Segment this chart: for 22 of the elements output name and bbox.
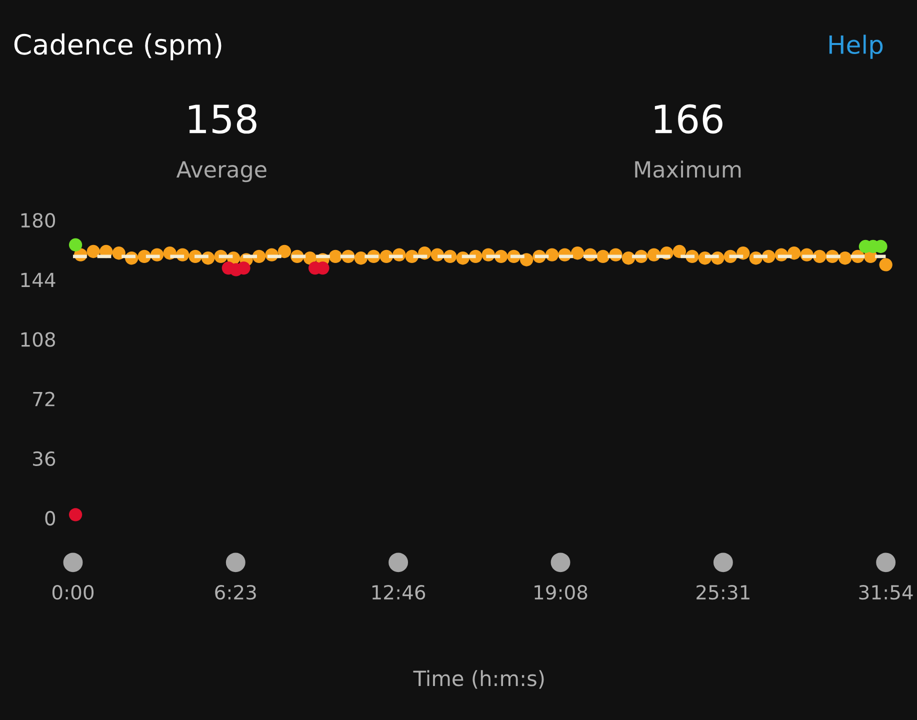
text: Help xyxy=(829,34,883,59)
x-tick-label: 25:31 xyxy=(696,584,750,600)
point xyxy=(237,261,250,275)
y-tick-label: 72 xyxy=(33,392,54,406)
text: Average xyxy=(176,161,266,182)
x-tick-label: 0:00 xyxy=(52,584,94,600)
x-tick-label: 31:54 xyxy=(859,584,913,600)
y-tick-label: 0 xyxy=(45,510,56,526)
x-axis-title: Time (h:m:s) xyxy=(413,670,544,689)
text: Maximum xyxy=(635,160,741,178)
chart-title: Cadence (spm) xyxy=(14,33,222,60)
y-tick-label: 108 xyxy=(21,332,55,347)
point xyxy=(68,508,82,522)
text: 166 xyxy=(654,104,722,134)
y-tick-label: 180 xyxy=(21,212,56,228)
y-tick-label: 36 xyxy=(33,451,56,466)
point xyxy=(68,238,82,252)
text: 158 xyxy=(189,104,256,134)
y-tick-label: 144 xyxy=(21,272,56,288)
x-tick-label: 19:08 xyxy=(534,584,588,600)
x-tick-label: 6:23 xyxy=(215,584,256,600)
x-tick-label: 12:46 xyxy=(372,584,426,600)
